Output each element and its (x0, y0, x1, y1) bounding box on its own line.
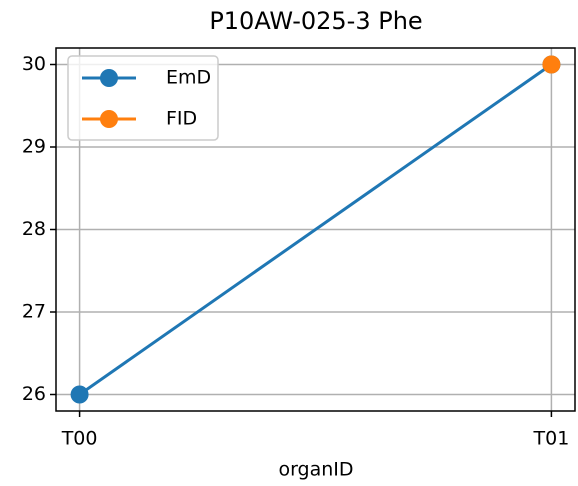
y-tick-label: 26 (22, 383, 46, 405)
legend-label: FID (166, 108, 197, 130)
x-tick-label: T01 (533, 428, 570, 450)
legend-marker (100, 69, 118, 87)
point (542, 55, 561, 74)
y-tick-label: 30 (22, 53, 46, 75)
y-tick-label: 29 (22, 136, 46, 158)
plot-frame (55, 47, 576, 412)
x-tick-label: T00 (61, 428, 98, 450)
y-tick-label: 27 (22, 301, 46, 323)
y-tick-label: 28 (22, 218, 46, 240)
chart-title: P10AW-025-3 Phe (209, 7, 422, 35)
legend-label: EmD (166, 67, 211, 89)
point (70, 385, 89, 404)
legend-marker (100, 110, 118, 128)
series-line (78, 63, 553, 396)
x-axis-label: organID (278, 459, 353, 481)
